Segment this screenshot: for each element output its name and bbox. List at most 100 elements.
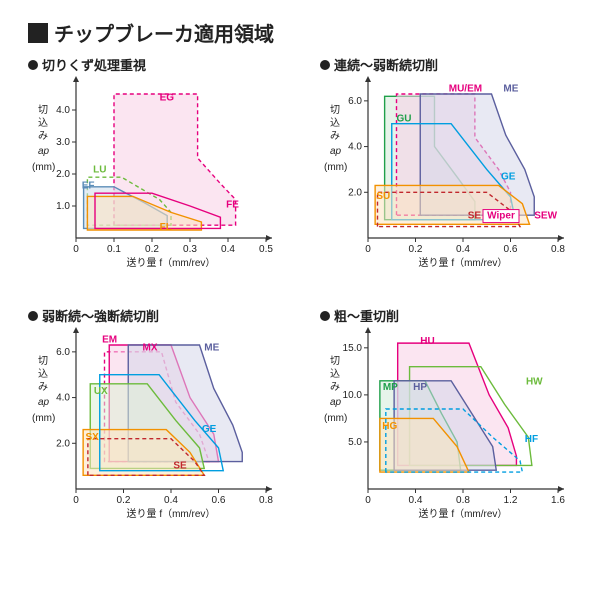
region-label: HF — [525, 434, 538, 445]
region-label: EF — [82, 180, 95, 191]
main-title: チップブレーカ適用領域 — [28, 18, 572, 47]
panel-title-text: 弱断続〜強断続切削 — [42, 306, 159, 325]
y-tick-label: 2.0 — [56, 438, 70, 449]
panel-title: 連続〜弱断続切削 — [320, 55, 565, 74]
y-tick-label: 15.0 — [343, 343, 363, 354]
x-tick-label: 1.6 — [551, 495, 565, 506]
bullet-icon — [320, 311, 330, 321]
y-axis-label-char: 切 — [38, 104, 48, 116]
region-label: EG — [160, 92, 175, 103]
y-axis-label-char: 込 — [330, 368, 340, 380]
y-axis-label-char: み — [330, 131, 340, 142]
y-axis-label-char: 込 — [38, 368, 48, 380]
region-label: FE — [226, 200, 239, 211]
y-axis-label-char: み — [38, 131, 48, 142]
chart-box: 00.20.40.60.82.04.06.0EMMXMEUXSXGESE送り量 … — [28, 329, 273, 529]
y-axis-label-char: 切 — [38, 355, 48, 367]
region-label: ME — [204, 343, 219, 354]
x-tick-label: 0 — [73, 495, 79, 506]
x-tick-label: 0.4 — [164, 495, 178, 506]
region-label: SE — [173, 460, 187, 471]
panel-title-text: 粗〜重切削 — [334, 306, 399, 325]
y-tick-label: 6.0 — [56, 347, 70, 358]
region-label: GE — [501, 172, 516, 183]
region-label: UX — [94, 386, 108, 397]
x-tick-label: 0.4 — [409, 495, 423, 506]
y-axis-unit: (mm) — [324, 413, 347, 424]
region-label: HG — [382, 421, 397, 432]
x-tick-label: 0.3 — [183, 244, 197, 255]
y-axis-sub: ap — [330, 146, 342, 157]
bullet-icon — [28, 60, 38, 70]
y-tick-label: 2.0 — [348, 187, 362, 198]
region-label: SEW — [534, 211, 557, 222]
chart-box: 0 0.2 0.4 0.6 0.8 2.0 4.0 6.0 GU MU/EM ME GE SU SE Wip… — [320, 78, 565, 278]
x-tick-label: 0.6 — [504, 244, 518, 255]
panel-title-text: 切りくず処理重視 — [42, 55, 146, 74]
y-tick-label: 4.0 — [56, 393, 70, 404]
region-label: SE — [468, 211, 482, 222]
panel-title: 切りくず処理重視 — [28, 55, 273, 74]
region-label: FL — [160, 222, 172, 233]
region-label: Wiper — [487, 211, 515, 222]
main-title-text: チップブレーカ適用領域 — [54, 18, 274, 47]
x-axis-label: 送り量 f（mm/rev） — [127, 256, 216, 269]
y-axis-label-char: み — [38, 382, 48, 393]
x-axis-label: 送り量 f（mm/rev） — [127, 507, 216, 520]
title-square-icon — [28, 23, 48, 43]
x-tick-label: 0.8 — [456, 495, 470, 506]
x-axis-label: 送り量 f（mm/rev） — [419, 256, 508, 269]
region-label: MX — [143, 343, 158, 354]
x-tick-label: 0.4 — [221, 244, 235, 255]
y-axis-sub: ap — [38, 146, 50, 157]
x-tick-label: 0.8 — [259, 495, 273, 506]
x-tick-label: 0 — [73, 244, 79, 255]
chart-grid: 切りくず処理重視00.10.20.30.40.51.02.03.04.0EGLU… — [28, 55, 572, 529]
y-tick-label: 2.0 — [56, 169, 70, 180]
x-tick-label: 0 — [365, 495, 371, 506]
y-axis-label-char: 切 — [330, 355, 340, 367]
y-axis-unit: (mm) — [324, 162, 347, 173]
y-tick-label: 5.0 — [348, 437, 362, 448]
y-axis-label-char: み — [330, 382, 340, 393]
bullet-icon — [320, 60, 330, 70]
x-tick-label: 0.4 — [456, 244, 470, 255]
y-axis-unit: (mm) — [32, 413, 55, 424]
y-tick-label: 1.0 — [56, 201, 70, 212]
y-axis-label-char: 込 — [38, 117, 48, 129]
panel-title-text: 連続〜弱断続切削 — [334, 55, 438, 74]
y-axis-unit: (mm) — [32, 162, 55, 173]
region-label: HP — [413, 382, 427, 393]
region-label: MU/EM — [449, 84, 482, 95]
x-tick-label: 0 — [365, 244, 371, 255]
chart-panel: 粗〜重切削00.40.81.21.65.010.015.0HUHWMPHPHGH… — [320, 306, 565, 529]
y-tick-label: 4.0 — [348, 142, 362, 153]
chart-box: 00.40.81.21.65.010.015.0HUHWMPHPHGHF送り量 … — [320, 329, 565, 529]
panel-title: 弱断続〜強断続切削 — [28, 306, 273, 325]
y-axis-sub: ap — [38, 397, 50, 408]
x-tick-label: 0.8 — [551, 244, 565, 255]
bullet-icon — [28, 311, 38, 321]
chart-box: 00.10.20.30.40.51.02.03.04.0EGLUEFFLFE送り… — [28, 78, 273, 278]
panel-title: 粗〜重切削 — [320, 306, 565, 325]
y-tick-label: 6.0 — [348, 96, 362, 107]
region-label: HW — [526, 377, 543, 388]
y-axis-label-char: 切 — [330, 104, 340, 116]
region-label: HU — [420, 336, 434, 347]
x-tick-label: 0.2 — [145, 244, 159, 255]
region-label: GU — [397, 113, 412, 124]
region-label: SU — [376, 191, 390, 202]
y-axis-sub: ap — [330, 397, 342, 408]
x-tick-label: 0.5 — [259, 244, 273, 255]
region-label: ME — [503, 84, 518, 95]
x-tick-label: 0.2 — [409, 244, 423, 255]
chart-panel: 切りくず処理重視00.10.20.30.40.51.02.03.04.0EGLU… — [28, 55, 273, 278]
chart-panel: 連続〜弱断続切削 0 0.2 0.4 0.6 0.8 2.0 4.0 6.0 GU MU/EM ME G… — [320, 55, 565, 278]
region-label: GE — [202, 424, 217, 435]
x-axis-label: 送り量 f（mm/rev） — [419, 507, 508, 520]
x-tick-label: 0.2 — [117, 495, 131, 506]
region-label: SX — [86, 432, 100, 443]
x-tick-label: 0.1 — [107, 244, 121, 255]
y-tick-label: 4.0 — [56, 105, 70, 116]
y-tick-label: 10.0 — [343, 390, 363, 401]
